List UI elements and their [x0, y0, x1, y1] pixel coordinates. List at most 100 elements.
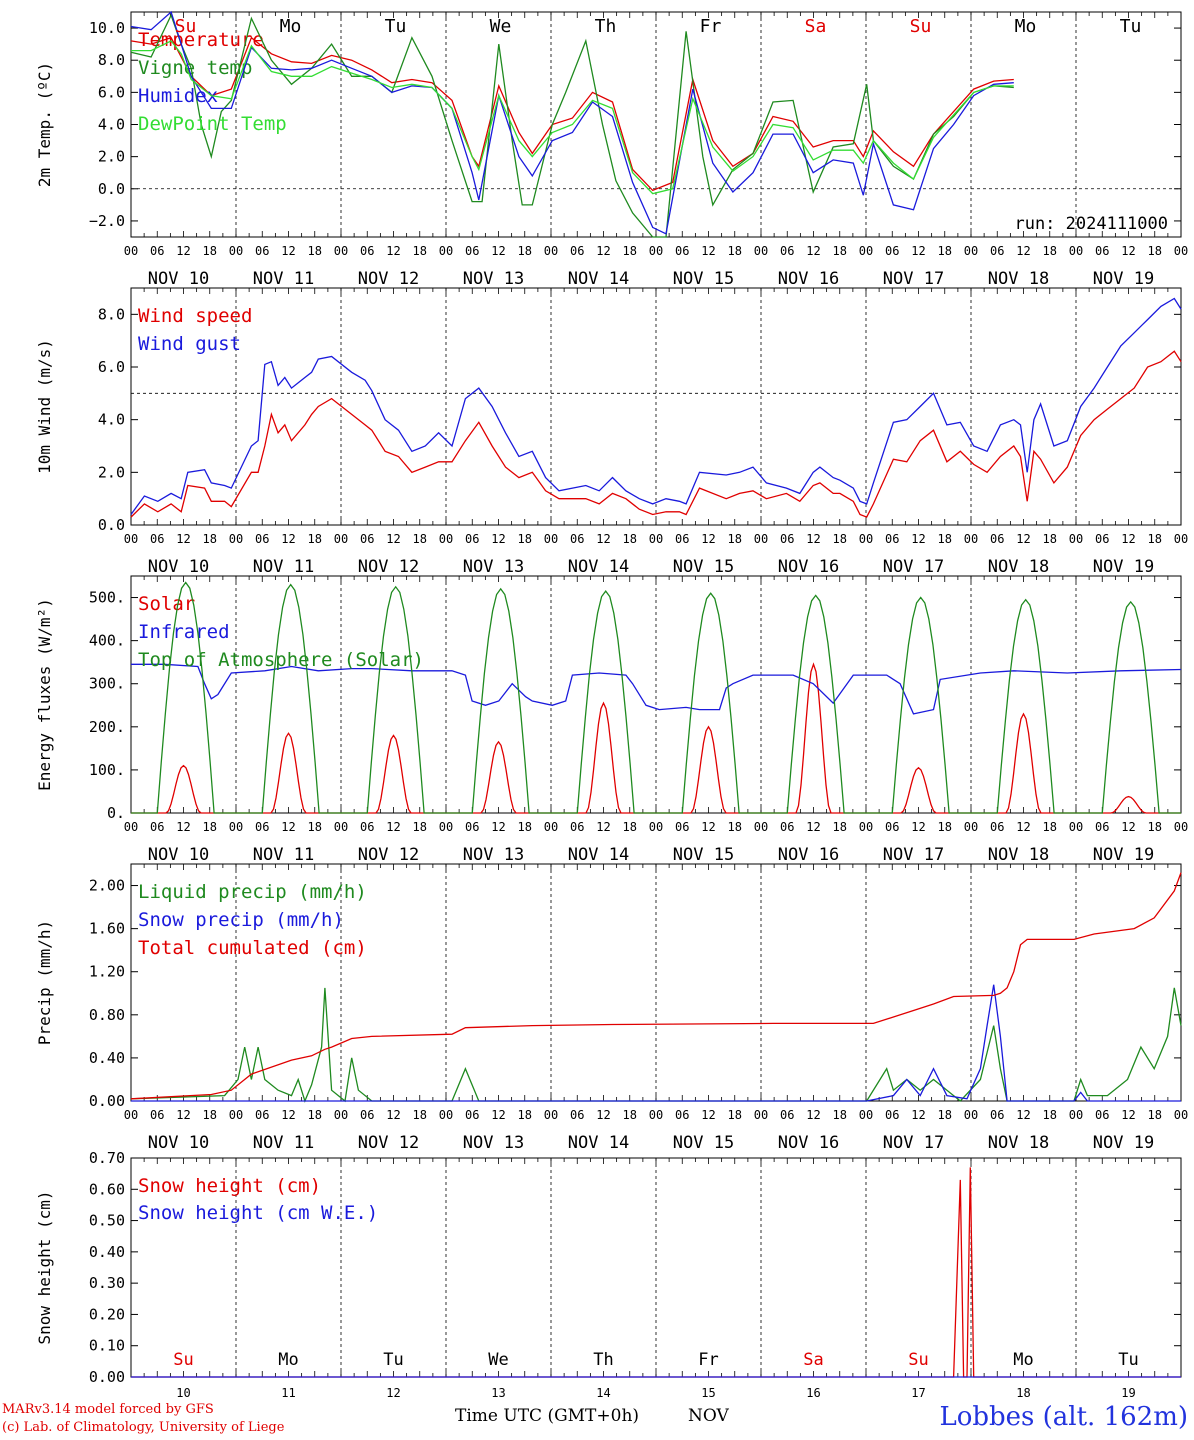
x-hour-label: 18: [413, 532, 427, 546]
x-hour-label: 00: [124, 244, 138, 258]
x-hour-label: 00: [1174, 820, 1188, 834]
y-tick-label: 6.0: [98, 358, 125, 376]
x-hour-label: 12: [701, 532, 715, 546]
x-hour-label: 00: [1069, 820, 1083, 834]
x-hour-label: 12: [1016, 244, 1030, 258]
x-hour-label: 18: [308, 244, 322, 258]
x-hour-label: 18: [518, 244, 532, 258]
x-hour-label: 18: [833, 820, 847, 834]
y-tick-label: 300.: [89, 675, 125, 693]
x-hour-label: 00: [439, 244, 453, 258]
x-hour-label: 12: [176, 244, 190, 258]
weekday-label: Fr: [698, 1350, 718, 1370]
x-day-label: NOV 10: [148, 845, 209, 865]
legend-entry: DewPoint Temp: [138, 113, 287, 135]
series-line-total-cumulated-cm-: [130, 872, 1182, 1100]
x-hour-label: 18: [413, 1108, 427, 1122]
x-hour-label: 18: [308, 820, 322, 834]
x-hour-label: 00: [1069, 244, 1083, 258]
x-hour-label: 00: [229, 820, 243, 834]
x-hour-label: 18: [203, 532, 217, 546]
y-tick-label: 2.0: [98, 148, 125, 166]
y-tick-label: 0.40: [89, 1049, 125, 1067]
x-hour-label: 06: [780, 532, 794, 546]
x-hour-label: 00: [439, 820, 453, 834]
x-hour-label: 00: [754, 244, 768, 258]
x-hour-label: 00: [334, 532, 348, 546]
day-number: 18: [1016, 1386, 1030, 1400]
x-hour-label: 06: [150, 820, 164, 834]
x-hour-label: 12: [911, 820, 925, 834]
x-day-label: NOV 19: [1093, 269, 1154, 289]
x-hour-label: 00: [229, 532, 243, 546]
x-hour-label: 12: [806, 1108, 820, 1122]
weekday-label: Mo: [278, 1350, 298, 1370]
weekday-label: Fr: [700, 16, 722, 37]
x-hour-label: 12: [806, 244, 820, 258]
y-tick-label: 0.10: [89, 1337, 125, 1355]
x-hour-label: 06: [465, 820, 479, 834]
x-hour-label: 00: [124, 532, 138, 546]
x-hour-label: 06: [1095, 244, 1109, 258]
x-day-label: NOV 18: [988, 845, 1049, 865]
y-tick-label: 0.70: [89, 1149, 125, 1167]
legend-entry: Snow precip (mm/h): [138, 909, 344, 931]
x-hour-label: 18: [203, 820, 217, 834]
y-tick-label: 0.30: [89, 1274, 125, 1292]
x-hour-label: 12: [911, 244, 925, 258]
x-hour-label: 00: [1069, 1108, 1083, 1122]
x-day-label: NOV 15: [673, 845, 734, 865]
x-axis-month: NOV: [688, 1406, 729, 1426]
x-hour-label: 18: [518, 532, 532, 546]
x-hour-label: 00: [229, 244, 243, 258]
lab-credit: (c) Lab. of Climatology, University of L…: [2, 1420, 285, 1435]
x-hour-label: 12: [701, 1108, 715, 1122]
x-hour-label: 06: [360, 820, 374, 834]
x-hour-label: 18: [938, 244, 952, 258]
x-day-label: NOV 11: [253, 269, 314, 289]
x-hour-label: 12: [281, 820, 295, 834]
x-hour-label: 06: [255, 532, 269, 546]
y-tick-label: 400.: [89, 632, 125, 650]
x-hour-label: 00: [124, 1108, 138, 1122]
x-hour-label: 00: [124, 820, 138, 834]
x-hour-label: 18: [1148, 244, 1162, 258]
legend-entry: Snow height (cm W.E.): [138, 1202, 378, 1224]
x-hour-label: 18: [938, 532, 952, 546]
y-tick-label: 4.0: [98, 116, 125, 134]
x-hour-label: 06: [885, 1108, 899, 1122]
x-hour-label: 06: [150, 1108, 164, 1122]
series-line-dewpoint-temp: [131, 40, 1014, 195]
model-credit: MARv3.14 model forced by GFS: [2, 1402, 214, 1417]
y-tick-label: 500.: [89, 589, 125, 607]
x-hour-label: 06: [885, 820, 899, 834]
x-hour-label: 18: [623, 1108, 637, 1122]
x-hour-label: 06: [150, 532, 164, 546]
x-hour-label: 12: [386, 1108, 400, 1122]
y-tick-label: 0.: [107, 804, 125, 822]
x-hour-label: 06: [255, 1108, 269, 1122]
y-axis-label: Energy fluxes (W/m²): [35, 598, 54, 791]
series-line-wind-gust: [130, 297, 1182, 515]
x-hour-label: 06: [990, 820, 1004, 834]
legend-entry: Temperature: [138, 29, 264, 51]
x-hour-label: 12: [1121, 1108, 1135, 1122]
x-day-label: NOV 18: [988, 269, 1049, 289]
series-line-top-of-atmosphere-solar-: [131, 581, 1181, 814]
weekday-label: Tu: [385, 16, 407, 37]
x-hour-label: 18: [308, 532, 322, 546]
x-hour-label: 12: [1121, 532, 1135, 546]
x-hour-label: 18: [1148, 532, 1162, 546]
x-hour-label: 12: [491, 532, 505, 546]
x-hour-label: 06: [1095, 820, 1109, 834]
x-hour-label: 00: [439, 1108, 453, 1122]
x-hour-label: 00: [754, 1108, 768, 1122]
weekday-label: Tu: [1120, 16, 1142, 37]
x-hour-label: 06: [990, 532, 1004, 546]
y-tick-label: 6.0: [98, 83, 125, 101]
x-day-label: NOV 12: [358, 269, 419, 289]
x-hour-label: 12: [911, 532, 925, 546]
y-axis-label: Precip (mm/h): [35, 920, 54, 1045]
x-hour-label: 00: [1069, 532, 1083, 546]
x-hour-label: 00: [1174, 1108, 1188, 1122]
